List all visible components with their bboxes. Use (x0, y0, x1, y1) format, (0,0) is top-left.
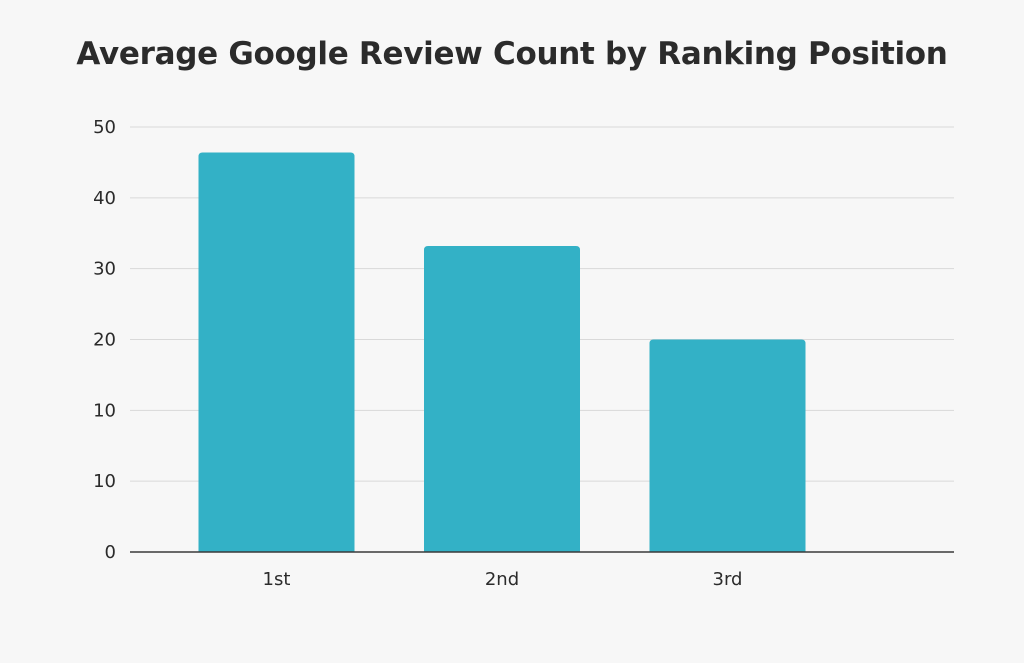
y-tick-label: 30 (93, 259, 116, 280)
bar-3rd (649, 339, 806, 552)
bars (198, 152, 806, 552)
x-tick-label: 2nd (485, 569, 519, 590)
y-tick-label: 20 (93, 330, 116, 351)
bar-1st (198, 152, 355, 552)
y-tick-label: 10 (93, 400, 116, 421)
y-axis-tick-labels: 0 10 10 20 30 40 50 (93, 117, 116, 563)
bar-2nd (424, 246, 580, 552)
y-tick-label: 50 (93, 117, 116, 138)
x-tick-label: 3rd (713, 569, 743, 590)
y-tick-label: 0 (105, 542, 116, 563)
y-tick-label: 40 (93, 188, 116, 209)
x-tick-label: 1st (263, 569, 291, 590)
x-axis-tick-labels: 1st 2nd 3rd (263, 569, 743, 590)
y-tick-label: 10 (93, 471, 116, 492)
chart-title: Average Google Review Count by Ranking P… (76, 36, 948, 72)
